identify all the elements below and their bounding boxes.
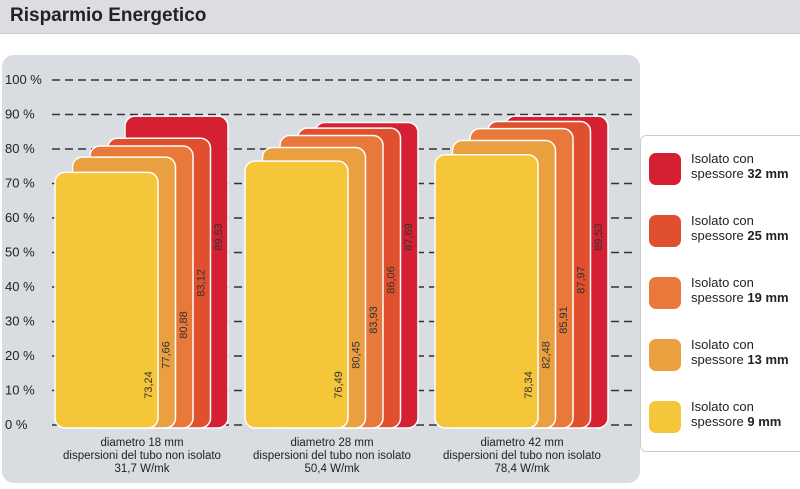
y-tick-label: 90 % bbox=[5, 107, 35, 122]
bar-value-label: 82,48 bbox=[541, 341, 553, 369]
legend-item: Isolato con spessore 9 mm bbox=[649, 398, 800, 438]
legend-label: Isolato con spessore 9 mm bbox=[691, 399, 782, 429]
y-tick-label: 60 % bbox=[5, 210, 35, 225]
legend: Isolato con spessore 32 mm Isolato con spes… bbox=[640, 135, 800, 452]
y-tick-label: 40 % bbox=[5, 279, 35, 294]
legend-item: Isolato con spessore 25 mm bbox=[649, 212, 800, 252]
bar bbox=[434, 153, 539, 429]
y-tick-label: 10 % bbox=[5, 383, 35, 398]
legend-label: Isolato con spessore 32 mm bbox=[691, 151, 789, 181]
title-bar: Risparmio Energetico bbox=[0, 0, 800, 34]
legend-label: Isolato con spessore 19 mm bbox=[691, 275, 789, 305]
bar-value-label: 86,06 bbox=[386, 266, 398, 294]
bar-value-label: 78,34 bbox=[523, 371, 535, 399]
category-label: diametro 42 mm bbox=[480, 437, 563, 449]
bar-value-label: 83,93 bbox=[368, 306, 380, 334]
category-label: 31,7 W/mk bbox=[115, 463, 170, 475]
category-label: dispersioni del tubo non isolato bbox=[63, 450, 221, 462]
legend-swatch bbox=[649, 153, 681, 185]
bar-value-label: 80,45 bbox=[351, 341, 363, 369]
legend-swatch bbox=[649, 215, 681, 247]
bar-value-label: 87,97 bbox=[576, 266, 588, 294]
legend-label: Isolato con spessore 25 mm bbox=[691, 213, 789, 243]
bar-value-label: 73,24 bbox=[143, 371, 155, 399]
page-title: Risparmio Energetico bbox=[10, 5, 207, 26]
category-label: dispersioni del tubo non isolato bbox=[443, 450, 601, 462]
y-tick-label: 50 % bbox=[5, 245, 35, 260]
bar-value-label: 83,12 bbox=[196, 269, 208, 297]
bar-value-label: 80,88 bbox=[178, 311, 190, 339]
category-label: diametro 28 mm bbox=[290, 437, 373, 449]
y-tick-label: 70 % bbox=[5, 176, 35, 191]
bar-value-label: 77,66 bbox=[161, 341, 173, 369]
y-tick-label: 20 % bbox=[5, 348, 35, 363]
legend-swatch bbox=[649, 277, 681, 309]
y-tick-label: 100 % bbox=[5, 72, 42, 87]
bar bbox=[244, 160, 349, 429]
bar-value-label: 89,53 bbox=[593, 223, 605, 251]
category-label: dispersioni del tubo non isolato bbox=[253, 450, 411, 462]
y-tick-label: 30 % bbox=[5, 314, 35, 329]
category-label: diametro 18 mm bbox=[100, 437, 183, 449]
legend-item: Isolato con spessore 19 mm bbox=[649, 274, 800, 314]
bar-value-label: 76,49 bbox=[333, 371, 345, 399]
legend-item: Isolato con spessore 32 mm bbox=[649, 150, 800, 190]
bar-value-label: 89,53 bbox=[213, 223, 225, 251]
legend-swatch bbox=[649, 401, 681, 433]
y-tick-label: 0 % bbox=[5, 417, 28, 432]
legend-swatch bbox=[649, 339, 681, 371]
legend-item: Isolato con spessore 13 mm bbox=[649, 336, 800, 376]
category-label: 78,4 W/mk bbox=[495, 463, 550, 475]
bar-value-label: 87,69 bbox=[403, 223, 415, 251]
legend-label: Isolato con spessore 13 mm bbox=[691, 337, 789, 367]
bar bbox=[54, 171, 159, 429]
y-tick-label: 80 % bbox=[5, 141, 35, 156]
bar-value-label: 85,91 bbox=[558, 306, 570, 334]
category-label: 50,4 W/mk bbox=[305, 463, 360, 475]
